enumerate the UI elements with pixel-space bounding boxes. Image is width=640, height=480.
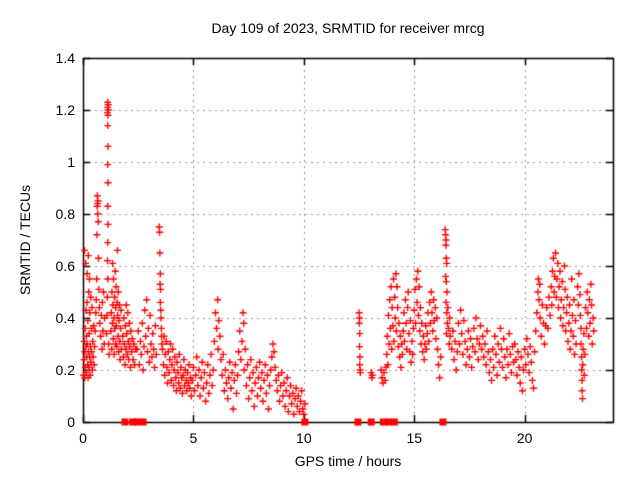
- y-tick-label: 0: [67, 414, 75, 430]
- y-tick-label: 1.4: [55, 50, 75, 66]
- chart-title: Day 109 of 2023, SRMTID for receiver mrc…: [211, 20, 485, 36]
- y-axis-label: SRMTID / TECUs: [17, 184, 33, 296]
- x-tick-label: 5: [189, 430, 198, 446]
- x-tick-label: 15: [406, 430, 423, 446]
- y-tick-label: 0.4: [55, 310, 75, 326]
- x-axis-label: GPS time / hours: [294, 453, 402, 469]
- x-tick-label: 0: [79, 430, 87, 446]
- x-tick-label: 20: [516, 430, 533, 446]
- y-tick-label: 0.2: [55, 362, 75, 378]
- y-tick-label: 1.2: [55, 102, 75, 118]
- x-tick-label: 10: [296, 430, 312, 446]
- y-tick-label: 0.6: [55, 258, 75, 274]
- y-tick-label: 1: [67, 154, 75, 170]
- y-tick-label: 0.8: [55, 206, 75, 222]
